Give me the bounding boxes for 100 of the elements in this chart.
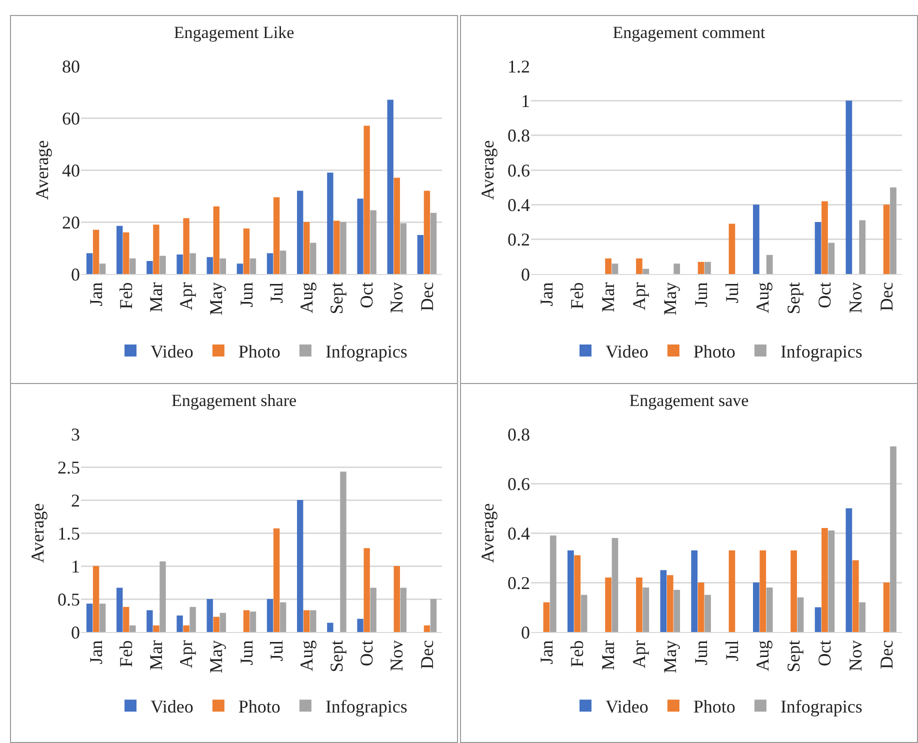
y-tick-label: 40 [62, 160, 80, 180]
bar [394, 566, 400, 632]
bar [304, 222, 310, 274]
bar [176, 254, 183, 274]
y-tick-label: 0.4 [508, 194, 530, 215]
bar [220, 258, 226, 274]
x-tick-label: Oct [814, 282, 835, 308]
bar [859, 602, 866, 632]
legend-label: Video [150, 696, 194, 717]
y-tick-label: 3 [71, 424, 80, 444]
y-axis-title: Average [28, 503, 48, 563]
bar [691, 550, 698, 632]
x-tick-label: Nov [386, 282, 407, 314]
bar [728, 224, 736, 274]
chart-title: Engagement save [629, 390, 749, 410]
x-tick-label: Mar [598, 640, 618, 670]
bar [636, 578, 642, 632]
bar [370, 588, 376, 632]
bar [666, 575, 674, 632]
bar [146, 261, 153, 274]
bar [183, 625, 190, 632]
x-tick-label: Jul [722, 640, 742, 662]
bar [297, 190, 304, 274]
bar [123, 606, 130, 632]
x-tick-label: Mar [146, 282, 166, 312]
bar [153, 224, 160, 274]
bar [642, 268, 650, 274]
chart-title: Engagement Like [174, 22, 294, 42]
bar [280, 602, 286, 632]
bar [273, 528, 280, 632]
bar [86, 253, 93, 274]
bar [92, 230, 100, 274]
x-tick-label: Mar [146, 640, 166, 670]
bar [130, 258, 136, 274]
x-tick-label: May [206, 640, 226, 674]
x-tick-label: Jan [86, 282, 106, 306]
bar [334, 220, 340, 274]
bar [357, 618, 364, 632]
bar [236, 264, 244, 274]
bar [190, 253, 196, 274]
bar [883, 204, 890, 274]
bar [370, 210, 376, 274]
bar [890, 187, 896, 274]
bar [704, 594, 711, 632]
bar [206, 257, 213, 274]
y-tick-label: 0.8 [508, 126, 530, 146]
x-tick-label: Apr [629, 282, 650, 310]
x-tick-label: Jun [690, 282, 711, 308]
bar [822, 528, 828, 632]
bar [297, 500, 304, 632]
bar [153, 625, 160, 632]
legend-label: Infograpics [780, 341, 862, 362]
bar [266, 253, 274, 274]
bar [846, 508, 852, 632]
bar [220, 612, 226, 632]
bar [92, 566, 100, 632]
x-tick-label: Oct [356, 282, 377, 308]
bar [273, 197, 280, 274]
y-tick-label: 0 [521, 622, 530, 642]
bar [424, 625, 430, 632]
y-tick-label: 1 [71, 556, 80, 576]
bar [567, 550, 574, 632]
legend-label: Photo [693, 696, 736, 717]
bar [642, 587, 650, 632]
bar [243, 228, 250, 274]
bar [890, 446, 896, 632]
bar [357, 198, 364, 274]
bar [674, 590, 680, 632]
x-tick-label: Sept [784, 640, 804, 672]
x-tick-label: Aug [752, 640, 773, 672]
legend-label: Photo [238, 341, 280, 362]
bar [828, 530, 835, 632]
y-tick-label: 80 [62, 56, 80, 76]
y-tick-label: 0 [71, 622, 80, 642]
bar [704, 262, 711, 274]
bar [266, 599, 274, 632]
bar [605, 258, 612, 274]
bar [605, 578, 612, 632]
bar [183, 218, 190, 274]
y-tick-label: 2 [71, 490, 80, 510]
bar [766, 254, 773, 274]
x-tick-label: Jun [236, 282, 256, 308]
x-tick-label: Sept [326, 640, 347, 672]
x-tick-label: Nov [845, 282, 866, 314]
x-tick-label: May [660, 282, 680, 316]
bar [580, 594, 588, 632]
bar [123, 232, 130, 274]
x-tick-label: Dec [416, 282, 437, 312]
bar [698, 262, 704, 274]
bar [752, 582, 760, 632]
bar [828, 242, 835, 274]
bar [636, 258, 642, 274]
bar [250, 258, 256, 274]
bar [99, 264, 106, 274]
y-tick-label: 0.5 [58, 589, 80, 610]
x-tick-label: Oct [814, 640, 835, 666]
bar [814, 222, 822, 274]
bar [846, 100, 852, 274]
x-tick-label: Feb [567, 282, 588, 310]
bar [160, 561, 166, 632]
